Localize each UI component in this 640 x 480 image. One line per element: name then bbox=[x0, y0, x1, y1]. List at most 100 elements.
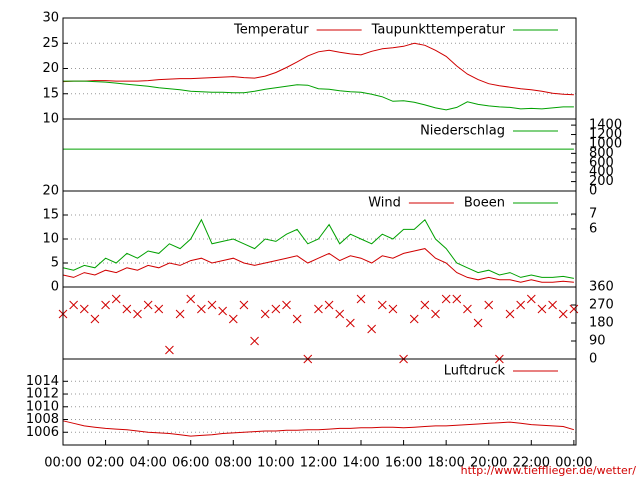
point bbox=[197, 304, 206, 314]
y-tick-label: 1010 bbox=[26, 399, 59, 414]
panel-frame bbox=[62, 286, 577, 360]
series-line bbox=[62, 248, 574, 283]
x-tick-label: 06:00 bbox=[172, 456, 209, 471]
y-tick-label: 20 bbox=[42, 61, 59, 76]
y-tick-label: 5 bbox=[51, 256, 59, 271]
series-line bbox=[62, 218, 574, 279]
series-line bbox=[62, 420, 575, 437]
point bbox=[292, 314, 302, 324]
x-tick-label: 22:00 bbox=[513, 456, 550, 471]
x-tick-label: 00:00 bbox=[44, 456, 81, 471]
point bbox=[356, 294, 366, 304]
point bbox=[526, 294, 536, 304]
footer-link: http://www.tiefflieger.de/wetter/ bbox=[461, 464, 637, 477]
x-tick-label: 10:00 bbox=[257, 456, 294, 471]
y-tick-label: 1400 bbox=[589, 118, 622, 133]
legend-label: Wind bbox=[368, 196, 401, 211]
y-tick-label: 400 bbox=[589, 165, 614, 180]
x-tick-label: 12:00 bbox=[300, 456, 337, 471]
y-tick-label: 360 bbox=[589, 280, 614, 295]
y-tick-label: 20 bbox=[42, 184, 59, 199]
legend-label: Luftdruck bbox=[444, 364, 506, 379]
point bbox=[409, 314, 419, 324]
legend-label: Boeen bbox=[464, 196, 505, 211]
y-tick-label: 1008 bbox=[26, 412, 59, 427]
y-tick-label: 1006 bbox=[26, 425, 59, 440]
y-tick-label: 10 bbox=[42, 232, 59, 247]
y-tick-label: 0 bbox=[51, 280, 59, 295]
point bbox=[111, 294, 121, 304]
legend-label: Temperatur bbox=[233, 23, 309, 38]
point bbox=[558, 309, 568, 319]
legend-label: Niederschlag bbox=[420, 124, 505, 139]
point bbox=[335, 309, 345, 319]
y-tick-label: 1014 bbox=[26, 374, 59, 389]
y-tick-label: 270 bbox=[589, 298, 614, 313]
point bbox=[420, 300, 430, 310]
y-tick-label: 90 bbox=[589, 334, 606, 349]
point bbox=[346, 318, 355, 328]
point bbox=[218, 306, 228, 316]
point bbox=[239, 300, 249, 310]
y-tick-label: 0 bbox=[589, 184, 597, 199]
point bbox=[548, 300, 557, 310]
y-tick-label: 600 bbox=[589, 155, 614, 170]
point bbox=[377, 300, 387, 310]
point bbox=[143, 300, 153, 310]
x-tick-label: 04:00 bbox=[129, 456, 166, 471]
point bbox=[122, 304, 132, 314]
x-tick-label: 08:00 bbox=[215, 456, 252, 471]
point bbox=[516, 300, 526, 310]
point bbox=[90, 314, 100, 324]
x-tick-label: 14:00 bbox=[342, 456, 379, 471]
point bbox=[186, 294, 196, 304]
point bbox=[79, 304, 89, 314]
y-tick-label: 15 bbox=[42, 208, 59, 223]
point bbox=[101, 300, 110, 310]
y-tick-label: 10 bbox=[42, 112, 59, 127]
y-tick-label: 200 bbox=[589, 174, 614, 189]
y-tick-label: 1012 bbox=[26, 387, 59, 402]
legend-label: Taupunkttemperatur bbox=[371, 23, 506, 38]
x-tick-label: 16:00 bbox=[385, 456, 422, 471]
y-tick-label: 25 bbox=[42, 36, 59, 51]
point bbox=[207, 300, 217, 310]
point bbox=[484, 300, 494, 310]
y-tick-label: 1200 bbox=[589, 127, 622, 142]
point bbox=[324, 300, 334, 310]
point bbox=[250, 336, 259, 346]
y-tick-label: 800 bbox=[589, 146, 614, 161]
x-tick-label: 20:00 bbox=[470, 456, 507, 471]
y-tick-label: 30 bbox=[42, 11, 59, 26]
point bbox=[228, 314, 238, 324]
point bbox=[271, 304, 281, 314]
point bbox=[463, 304, 472, 314]
point bbox=[537, 304, 547, 314]
y-tick-label: 15 bbox=[42, 86, 59, 101]
point bbox=[175, 309, 185, 319]
point bbox=[69, 300, 78, 310]
point bbox=[367, 324, 377, 334]
y-tick-label: 1000 bbox=[589, 136, 622, 151]
x-tick-label: 18:00 bbox=[427, 456, 464, 471]
point bbox=[165, 345, 174, 355]
x-tick-label: 02:00 bbox=[87, 456, 124, 471]
y-tick-label: 0 bbox=[589, 352, 597, 367]
point bbox=[505, 309, 515, 319]
point bbox=[431, 309, 440, 319]
y2-tick-label: 7 bbox=[589, 207, 597, 222]
y2-tick-label: 6 bbox=[589, 221, 597, 236]
series-line bbox=[62, 42, 574, 96]
panel-frame bbox=[62, 358, 577, 446]
point bbox=[260, 309, 270, 319]
point bbox=[569, 304, 579, 314]
point bbox=[314, 304, 323, 314]
series-line bbox=[63, 80, 574, 111]
point bbox=[473, 318, 483, 328]
point bbox=[133, 309, 142, 319]
point bbox=[282, 300, 291, 310]
y-tick-label: 180 bbox=[589, 316, 614, 331]
x-tick-label: 00:00 bbox=[555, 456, 592, 471]
